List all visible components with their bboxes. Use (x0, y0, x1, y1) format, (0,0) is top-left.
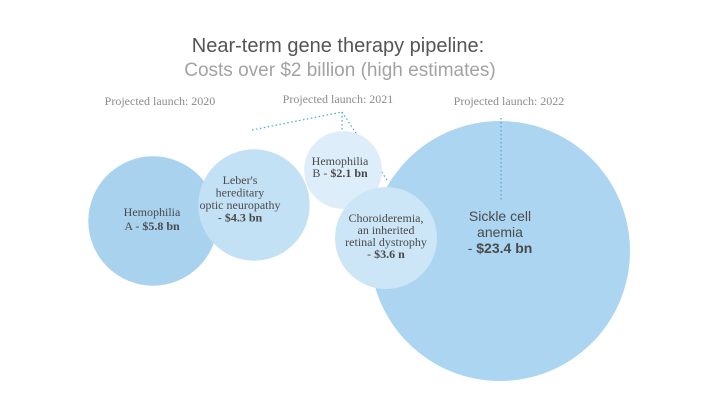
leader-line-2020 (251, 111, 343, 131)
bubble-3 (370, 121, 630, 381)
launch-label-2020: Projected launch: 2020 (105, 94, 216, 108)
bubble-label-2: Hemophilia B - $2.1 bn (312, 154, 369, 180)
bubble-label-4: Choroideremia, an inherited retinal dystro… (345, 211, 427, 261)
launch-label-2022: Projected launch: 2022 (454, 94, 565, 108)
chart-subtitle: Costs over $2 billion (high estimates) (184, 60, 496, 81)
bubble-4 (335, 187, 437, 289)
bubble-value-2: $2.1 bn (327, 166, 368, 180)
bubble-value-0: $5.8 bn (139, 219, 180, 233)
bubble-2 (304, 131, 382, 209)
bubble-value-3: $23.4 bn (472, 240, 532, 256)
bubble-label-3: Sickle cell anemia - $23.4 bn (468, 208, 533, 256)
bubble-value-1: $4.3 bn (222, 211, 263, 225)
bubble-label-1: Leber's hereditary optic neuropathy - $4.3 … (200, 173, 281, 225)
bubbles-layer: Hemophilia A - $5.8 bn Leber's hereditary op… (88, 121, 630, 381)
chart-title: Near-term gene therapy pipeline: (192, 35, 484, 57)
launch-label-2021: Projected launch: 2021 (283, 92, 394, 106)
bubble-label-0: Hemophilia A - $5.8 bn (124, 205, 181, 233)
bubble-value-4: $3.6 n (371, 247, 405, 261)
bubble-0 (88, 156, 218, 286)
bubble-1 (198, 149, 310, 261)
